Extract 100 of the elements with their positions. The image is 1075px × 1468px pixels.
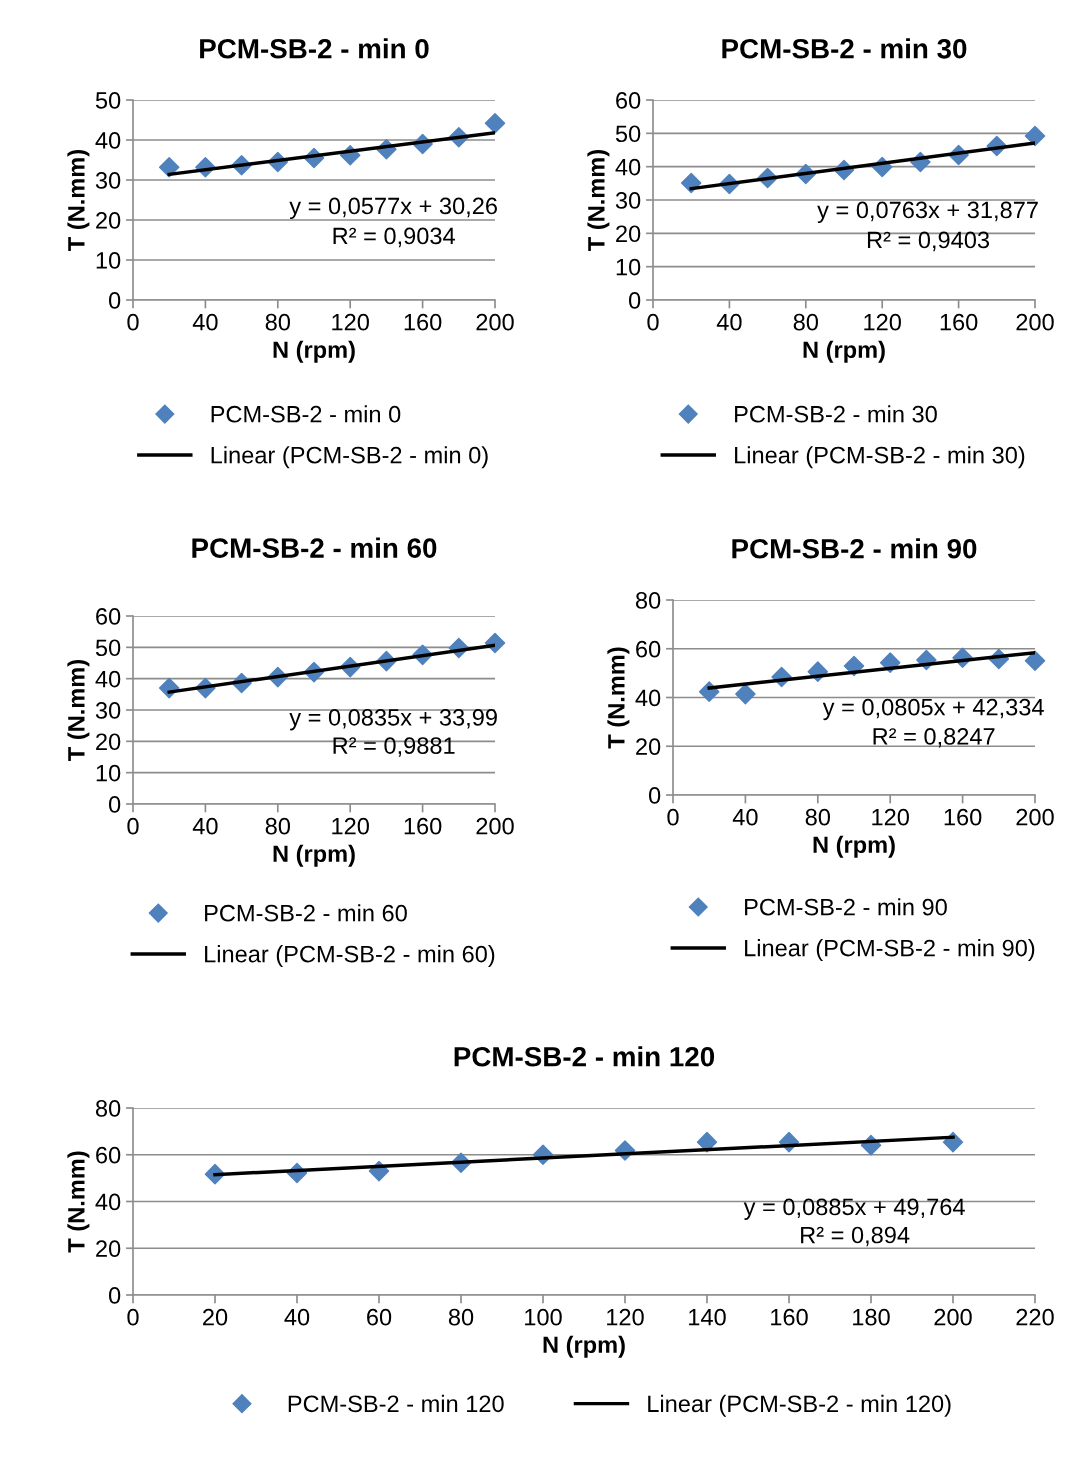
x-axis-title: N (rpm): [273, 844, 355, 867]
legend-label: Linear (PCM-SB-2 - min 0): [211, 446, 488, 469]
x-tick-label: 80: [265, 313, 291, 331]
x-tick-label: 40: [732, 808, 758, 826]
annotation: y = 0,0763x + 31,877: [817, 201, 1038, 224]
y-tick-label: 60: [616, 92, 641, 109]
annotation: R² = 0,9403: [867, 231, 990, 252]
y-tick-label: 20: [96, 1240, 121, 1258]
annotation: R² = 0,9034: [333, 227, 455, 248]
y-tick-label: 30: [95, 702, 121, 719]
x-tick-label: 140: [689, 1308, 726, 1326]
x-tick-label: 200: [476, 313, 514, 331]
y-axis-title: T (N.mm): [67, 1151, 90, 1253]
x-tick-label: 160: [771, 1308, 808, 1326]
point: [696, 1131, 718, 1153]
x-tick-label: 120: [332, 313, 369, 331]
annotation: y = 0,0835x + 33,99: [289, 709, 497, 731]
annotation: R² = 0,894: [801, 1226, 910, 1247]
x-tick-label: 40: [284, 1308, 310, 1326]
x-tick-label: 0: [127, 1308, 139, 1326]
y-tick-label: 0: [648, 787, 661, 804]
y-tick-label: 50: [615, 125, 641, 143]
y-tick-label: 40: [95, 132, 121, 149]
y-tick-label: 10: [616, 258, 641, 276]
y-tick-label: 80: [95, 1100, 121, 1117]
y-tick-label: 50: [95, 92, 121, 109]
x-axis-title: N (rpm): [813, 835, 895, 858]
y-tick-label: 40: [95, 1193, 121, 1211]
y-tick-label: 0: [628, 292, 641, 309]
y-tick-label: 0: [108, 292, 121, 309]
y-tick-label: 50: [95, 639, 121, 657]
annotation: y = 0,0577x + 30,26: [289, 197, 497, 220]
point: [484, 112, 506, 134]
y-tick-label: 10: [96, 764, 121, 782]
point: [1024, 650, 1046, 671]
legend-label: Linear (PCM-SB-2 - min 120): [648, 1394, 951, 1417]
x-tick-label: 80: [805, 808, 831, 826]
chart-title: PCM-SB-2 - min 90: [732, 538, 977, 559]
y-tick-label: 20: [636, 738, 661, 756]
chart-title: PCM-SB-2 - min 30: [722, 38, 967, 59]
y-tick-label: 40: [95, 670, 121, 688]
annotation: y = 0,0885x + 49,764: [743, 1198, 965, 1220]
point: [158, 156, 180, 178]
legend-label: Linear (PCM-SB-2 - min 60): [205, 945, 495, 968]
x-tick-label: 120: [332, 817, 369, 835]
x-tick-label: 160: [944, 808, 982, 826]
y-tick-label: 30: [95, 172, 121, 189]
x-tick-label: 120: [872, 808, 909, 826]
legend-label: PCM-SB-2 - min 0: [211, 405, 401, 423]
y-tick-label: 0: [108, 1287, 121, 1304]
x-tick-label: 40: [192, 817, 218, 835]
y-axis-title: T (N.mm): [67, 660, 90, 761]
annotation: R² = 0,8247: [873, 728, 995, 748]
x-tick-label: 200: [1016, 808, 1054, 826]
chart-title: PCM-SB-2 - min 60: [192, 537, 437, 558]
annotation: y = 0,0805x + 42,334: [822, 698, 1044, 721]
y-axis-title: T (N.mm): [67, 150, 90, 251]
legend-label: Linear (PCM-SB-2 - min 30): [735, 446, 1025, 469]
y-axis-title: T (N.mm): [607, 647, 630, 749]
x-tick-label: 200: [476, 817, 514, 835]
y-tick-label: 20: [96, 733, 121, 751]
x-tick-label: 160: [940, 313, 978, 331]
y-tick-label: 0: [108, 796, 121, 813]
x-tick-label: 40: [192, 313, 218, 331]
y-tick-label: 60: [96, 608, 121, 625]
x-tick-label: 200: [934, 1308, 972, 1326]
x-tick-label: 120: [607, 1308, 644, 1326]
legend-label: PCM-SB-2 - min 120: [288, 1394, 504, 1413]
y-tick-label: 20: [616, 225, 641, 243]
x-tick-label: 160: [404, 817, 442, 835]
y-tick-label: 30: [615, 192, 641, 209]
y-tick-label: 60: [96, 1146, 121, 1164]
legend-label: Linear (PCM-SB-2 - min 90): [745, 939, 1035, 962]
y-tick-label: 20: [96, 212, 121, 229]
chart-title: PCM-SB-2 - min 120: [454, 1046, 715, 1067]
legend-label: PCM-SB-2 - min 90: [745, 898, 947, 916]
x-tick-label: 40: [716, 313, 742, 331]
x-tick-label: 100: [525, 1308, 562, 1326]
x-tick-label: 80: [448, 1308, 474, 1326]
x-axis-title: N (rpm): [273, 340, 355, 363]
x-tick-label: 180: [853, 1308, 890, 1326]
x-tick-label: 0: [667, 808, 679, 826]
y-axis-title: T (N.mm): [587, 150, 610, 251]
x-tick-label: 220: [1016, 1308, 1054, 1326]
y-tick-label: 40: [635, 689, 661, 707]
legend-label: PCM-SB-2 - min 60: [205, 904, 407, 922]
x-tick-label: 20: [203, 1308, 228, 1326]
point: [1024, 125, 1046, 147]
y-tick-label: 80: [635, 592, 661, 609]
x-tick-label: 80: [265, 817, 291, 835]
x-tick-label: 160: [404, 313, 442, 331]
x-tick-label: 80: [793, 313, 819, 331]
annotation: R² = 0,9881: [333, 737, 455, 757]
y-tick-label: 10: [96, 252, 121, 269]
y-tick-label: 60: [636, 640, 661, 658]
x-axis-title: N (rpm): [803, 340, 885, 363]
x-tick-label: 0: [127, 817, 139, 835]
point: [735, 683, 756, 705]
x-axis-title: N (rpm): [543, 1335, 625, 1358]
x-tick-label: 60: [367, 1308, 392, 1326]
